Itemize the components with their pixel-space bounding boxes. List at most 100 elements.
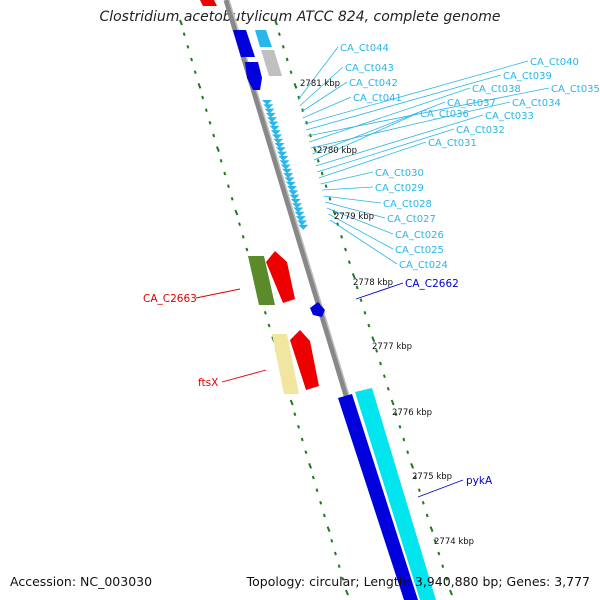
cds-forward-top-2[interactable] <box>255 30 272 47</box>
trna-arrow[interactable] <box>284 177 295 183</box>
trna-leader <box>312 101 446 155</box>
trna-arrow[interactable] <box>262 100 272 105</box>
inner-tick <box>285 57 289 62</box>
trna-label[interactable]: CA_Ct036 <box>420 109 469 120</box>
trna-leader <box>328 213 394 250</box>
trna-arrow[interactable] <box>277 151 287 157</box>
trna-arrow[interactable] <box>285 181 296 187</box>
trna-label[interactable]: CA_Ct041 <box>353 93 402 104</box>
trna-label[interactable]: CA_Ct043 <box>345 63 394 74</box>
trna-label[interactable]: CA_Ct029 <box>375 183 424 194</box>
gene-leader <box>417 479 464 498</box>
trna-label[interactable]: CA_Ct035 <box>551 84 600 95</box>
outer-tick <box>193 70 197 74</box>
trna-label[interactable]: CA_Ct042 <box>349 78 398 89</box>
trna-label[interactable]: CA_Ct028 <box>383 199 432 210</box>
gene-label-ca-c2662[interactable]: CA_C2662 <box>405 278 459 290</box>
inner-tick <box>414 475 417 480</box>
outer-tick <box>190 57 194 62</box>
trna-arrow[interactable] <box>275 147 286 153</box>
outer-tick <box>186 45 190 49</box>
cds-blue-pyka[interactable] <box>338 394 418 600</box>
trna-label[interactable]: CA_Ct026 <box>395 230 444 241</box>
outer-tick <box>238 222 241 226</box>
cds-cyan-pyka[interactable] <box>355 388 436 600</box>
cds-gray-top[interactable] <box>261 50 282 76</box>
trna-arrow[interactable] <box>274 143 285 148</box>
trna-arrow[interactable] <box>263 104 274 110</box>
cds-red-ca-c2663[interactable] <box>266 251 295 303</box>
cds-green-ca-c2663[interactable] <box>248 256 275 305</box>
trna-label[interactable]: CA_Ct040 <box>530 57 579 68</box>
outer-tick <box>263 311 267 315</box>
trna-arrow[interactable] <box>279 160 290 166</box>
cds-blue-ca-c2662[interactable] <box>310 302 325 317</box>
cds-forward-top-1[interactable] <box>233 30 255 57</box>
trna-label[interactable]: CA_Ct025 <box>395 245 444 256</box>
trna-label[interactable]: CA_Ct038 <box>472 84 521 95</box>
trna-leader <box>323 195 382 204</box>
cds-red-ftsx[interactable] <box>290 330 319 390</box>
trna-arrow[interactable] <box>282 168 292 174</box>
inner-tick <box>379 361 382 366</box>
trna-leader <box>326 207 394 235</box>
inner-tick <box>386 387 390 391</box>
trna-arrow[interactable] <box>283 173 294 179</box>
inner-tick <box>351 272 356 279</box>
trna-label[interactable]: CA_Ct034 <box>512 98 561 109</box>
trna-label[interactable]: CA_Ct027 <box>387 214 436 225</box>
trna-arrow[interactable] <box>295 216 306 222</box>
inner-tick <box>293 82 298 89</box>
trna-arrow[interactable] <box>288 190 299 196</box>
trna-label[interactable]: CA_Ct031 <box>428 138 477 149</box>
inner-tick <box>344 247 347 252</box>
trna-arrow[interactable] <box>269 125 280 131</box>
trna-label[interactable]: CA_Ct044 <box>340 43 389 54</box>
trna-label[interactable]: CA_Ct033 <box>485 111 534 122</box>
trna-arrow[interactable] <box>273 138 284 144</box>
trna-label[interactable]: CA_Ct024 <box>399 260 448 271</box>
trna-arrow[interactable] <box>265 112 276 118</box>
trna-leader <box>325 201 386 219</box>
gene-label-ca-c2663[interactable]: CA_C2663 <box>143 293 197 305</box>
trna-arrow[interactable] <box>272 134 282 140</box>
gene-label-pyka[interactable]: pykA <box>466 475 493 487</box>
cds-reverse-top[interactable] <box>200 0 217 6</box>
trna-arrow[interactable] <box>264 108 275 114</box>
cds-yellow-ftsx[interactable] <box>272 334 299 394</box>
trna-arrow[interactable] <box>267 117 277 123</box>
outer-tick <box>227 184 230 188</box>
gene-label-ftsx[interactable]: ftsX <box>198 377 218 389</box>
trna-label[interactable]: CA_Ct030 <box>375 168 424 179</box>
trna-arrow[interactable] <box>289 194 300 200</box>
trna-arrow[interactable] <box>268 121 279 127</box>
outer-tick <box>208 121 212 125</box>
trna-leader <box>317 128 455 173</box>
trna-leader <box>320 171 374 185</box>
trna-arrow[interactable] <box>287 186 297 191</box>
trna-feature-cluster[interactable] <box>262 100 309 230</box>
trna-arrow[interactable] <box>290 198 301 204</box>
trna-label[interactable]: CA_Ct037 <box>447 98 496 109</box>
outer-tick <box>322 513 326 518</box>
outer-tick <box>308 462 313 469</box>
trna-arrow[interactable] <box>292 203 302 209</box>
trna-leader <box>313 112 419 161</box>
trna-arrow[interactable] <box>297 220 307 226</box>
trna-leader <box>315 114 484 167</box>
inner-tick <box>410 462 415 469</box>
gene-leader <box>221 369 267 383</box>
outer-tick <box>319 501 323 505</box>
tick-track-inner <box>274 19 453 596</box>
cds-forward-top-3[interactable] <box>245 62 262 90</box>
trna-arrow[interactable] <box>278 155 289 161</box>
trna-arrow[interactable] <box>293 207 304 213</box>
trna-label[interactable]: CA_Ct032 <box>456 125 505 136</box>
trna-arrow[interactable] <box>298 224 309 230</box>
inner-tick <box>355 285 359 290</box>
outer-tick <box>293 412 297 416</box>
trna-arrow[interactable] <box>294 211 305 217</box>
trna-arrow[interactable] <box>280 164 291 170</box>
trna-label[interactable]: CA_Ct039 <box>503 71 552 82</box>
trna-arrow[interactable] <box>270 130 281 136</box>
